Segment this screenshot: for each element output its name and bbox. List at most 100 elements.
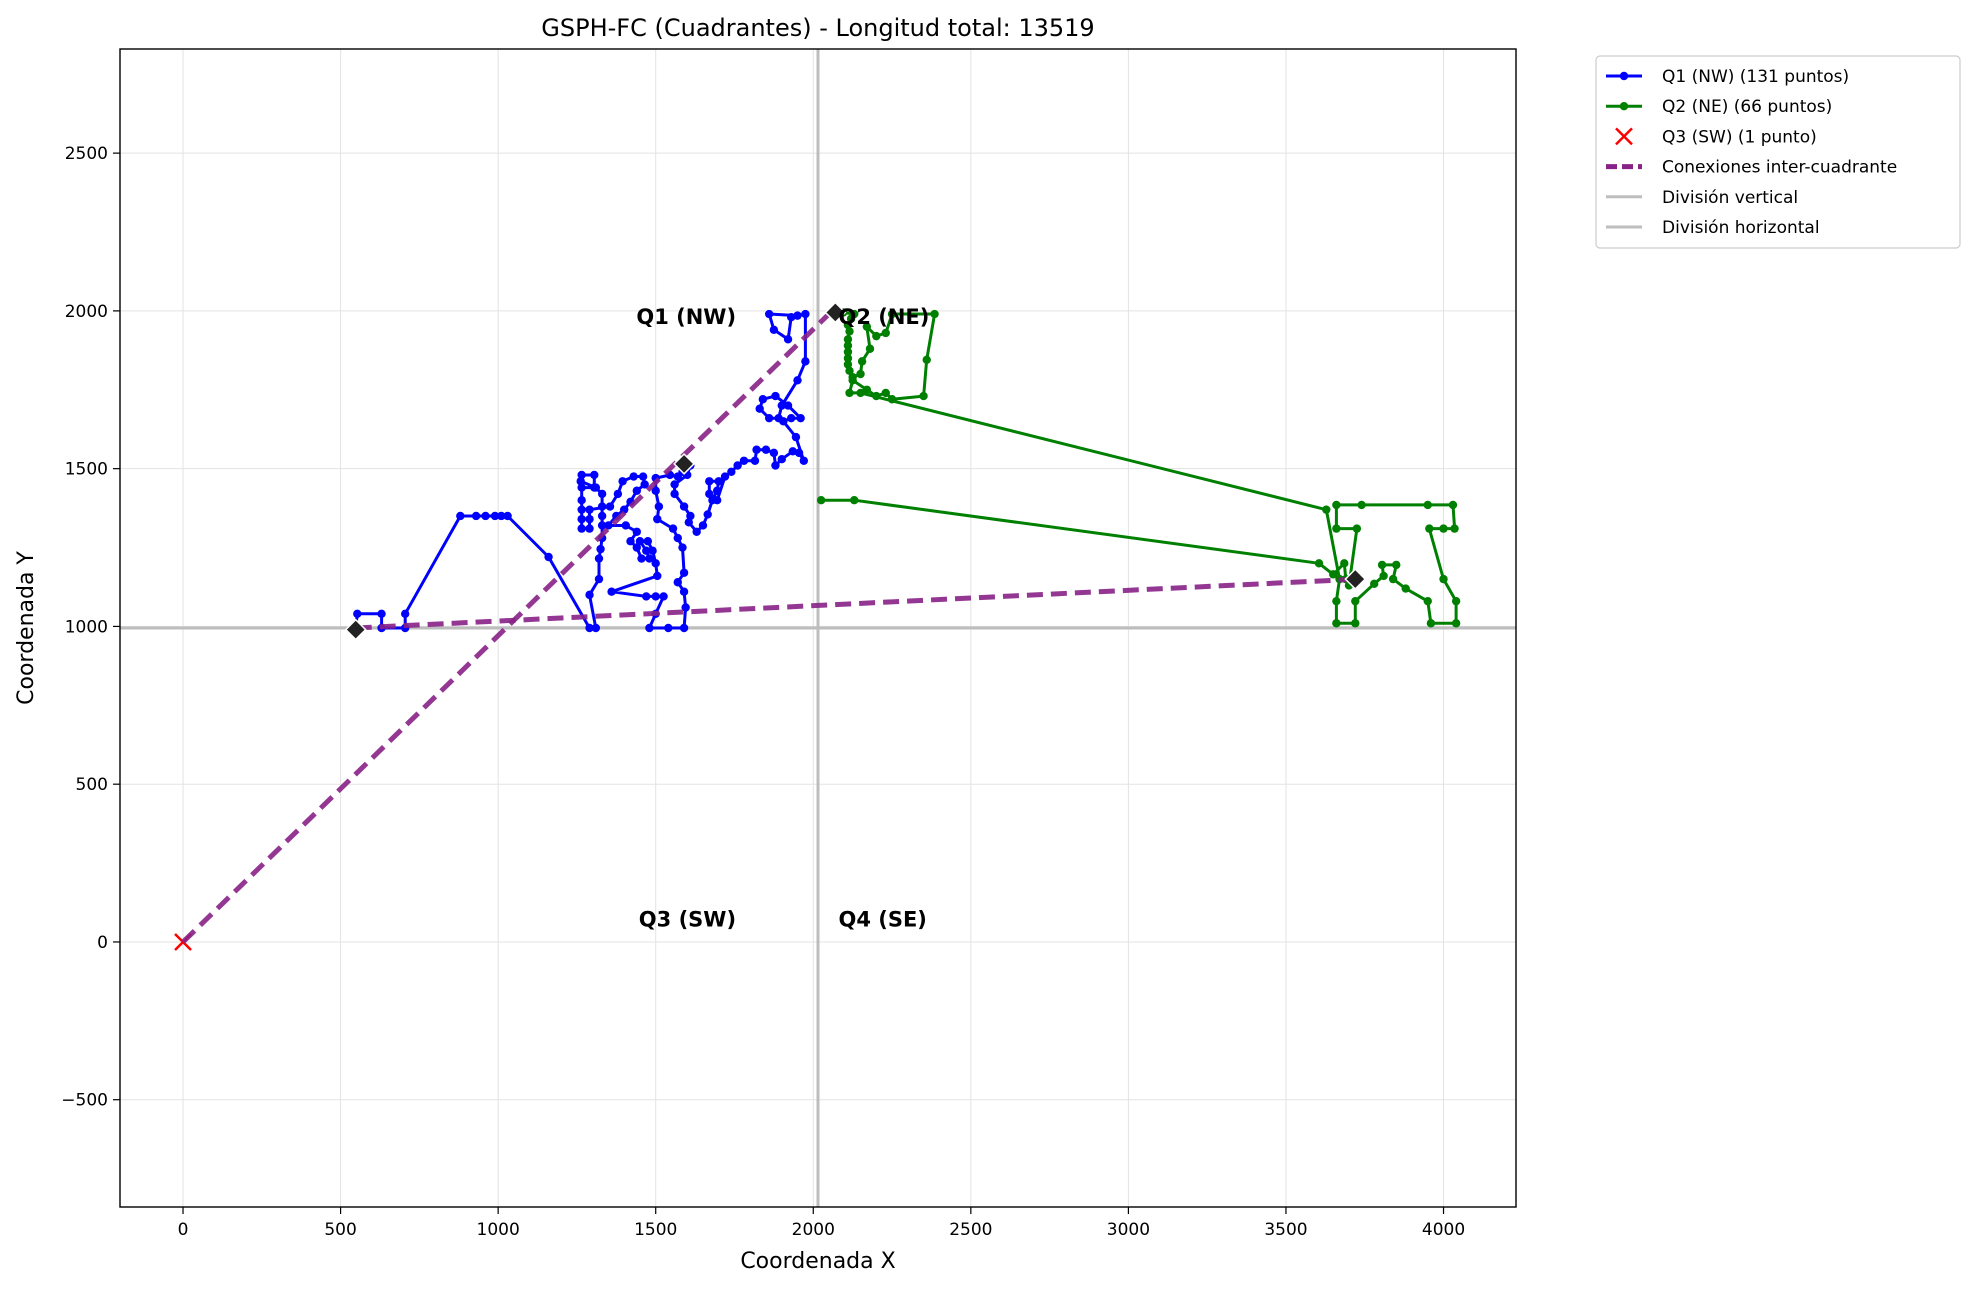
series-1-point bbox=[503, 511, 512, 521]
series-2-point bbox=[887, 395, 897, 404]
series-1-point bbox=[783, 401, 793, 410]
series-1-point bbox=[705, 477, 714, 486]
series-2-point bbox=[845, 327, 854, 336]
x-tick-label: 1500 bbox=[634, 1220, 677, 1240]
series-2-point bbox=[1332, 524, 1341, 533]
series-1-point bbox=[576, 477, 585, 486]
series-2-point bbox=[1451, 619, 1461, 628]
series-1-point bbox=[642, 592, 651, 601]
series-1-point bbox=[577, 524, 586, 533]
series-1-point bbox=[739, 456, 749, 465]
series-1-point bbox=[705, 489, 714, 499]
quadrant-label-2: Q2 (NE) bbox=[838, 305, 929, 329]
series-1-point bbox=[640, 480, 649, 489]
series-1-point bbox=[594, 554, 604, 563]
series-1-point bbox=[684, 518, 693, 527]
series-1-point bbox=[659, 592, 668, 601]
series-1-point bbox=[577, 470, 586, 480]
quadrant-label-3: Q3 (SW) bbox=[639, 908, 736, 932]
series-2-point bbox=[1423, 596, 1432, 606]
series-1-point bbox=[679, 502, 689, 511]
y-tick-label: 2000 bbox=[65, 302, 108, 322]
series-1-point bbox=[497, 511, 506, 521]
y-tick-label: 0 bbox=[97, 933, 108, 953]
series-2-point bbox=[1426, 619, 1436, 628]
series-1-point bbox=[632, 543, 642, 552]
series-1-point bbox=[679, 623, 689, 633]
series-2-point bbox=[1425, 524, 1434, 533]
y-tick-label: 2500 bbox=[65, 144, 108, 164]
series-1-point bbox=[577, 496, 586, 505]
series-2-point bbox=[1450, 524, 1459, 533]
series-1-point bbox=[714, 477, 723, 486]
series-2-point bbox=[919, 391, 928, 401]
series-1-point bbox=[456, 511, 465, 521]
series-1-point bbox=[758, 395, 768, 404]
series-1-point bbox=[651, 592, 660, 601]
x-tick-label: 0 bbox=[178, 1220, 189, 1240]
series-1-point bbox=[635, 537, 645, 546]
series-1-point bbox=[618, 477, 627, 486]
series-1-point bbox=[771, 461, 780, 470]
series-2-point bbox=[843, 354, 853, 363]
series-2-point bbox=[865, 344, 875, 353]
series-2-point bbox=[881, 328, 890, 338]
series-1-point bbox=[678, 543, 687, 552]
series-1-point bbox=[607, 587, 616, 596]
quadrant-label-4: Q4 (SE) bbox=[838, 908, 926, 932]
series-2-point bbox=[850, 496, 859, 505]
series-1-point bbox=[597, 489, 607, 499]
legend-label: Conexiones inter-cuadrante bbox=[1662, 158, 1897, 178]
series-1-point bbox=[651, 486, 660, 495]
series-2-point bbox=[843, 335, 853, 344]
series-2-point bbox=[1423, 500, 1432, 510]
series-1-point bbox=[490, 511, 500, 521]
series-1-point bbox=[679, 568, 689, 577]
x-tick-label: 2500 bbox=[949, 1220, 992, 1240]
series-2-point bbox=[922, 355, 931, 364]
series-1-point bbox=[590, 483, 599, 492]
series-2-point bbox=[1369, 579, 1379, 589]
tick-layer: 0 500 1000 1500 2000 2500 3000 3500 4000 −500 0 500… bbox=[61, 144, 1465, 1240]
series-1-point bbox=[787, 413, 796, 423]
y-tick-label: −500 bbox=[61, 1091, 108, 1111]
x-tick-label: 500 bbox=[324, 1220, 356, 1240]
series-1-point bbox=[686, 511, 695, 521]
series-1-point bbox=[668, 524, 678, 533]
x-tick-label: 1000 bbox=[477, 1220, 520, 1240]
series-1-point bbox=[791, 432, 801, 442]
legend: Q1 (NW) (131 puntos) Q2 (NE) (66 puntos) Q… bbox=[1595, 55, 1961, 249]
series-1-point bbox=[577, 514, 586, 524]
series-1-point bbox=[648, 546, 657, 555]
series-2-point bbox=[1439, 524, 1448, 533]
series-1-point bbox=[585, 524, 594, 533]
series-2-point bbox=[1329, 570, 1338, 579]
series-2-point bbox=[1357, 500, 1366, 510]
series-1-point bbox=[692, 527, 701, 536]
plot-frame bbox=[119, 48, 1517, 1208]
connection-layer bbox=[181, 301, 1367, 944]
series-1-point bbox=[594, 574, 604, 584]
series-2-point bbox=[1392, 560, 1401, 570]
series-1-point bbox=[577, 483, 586, 492]
series-1-point bbox=[733, 461, 742, 470]
x-tick-label: 4000 bbox=[1422, 1220, 1465, 1240]
legend-entry-6: División horizontal bbox=[1606, 218, 1820, 238]
series-1-point bbox=[681, 603, 690, 612]
series-1-point bbox=[787, 313, 796, 322]
endpoint-square-marker bbox=[824, 301, 847, 324]
series-1-point bbox=[632, 527, 642, 536]
series-2-point bbox=[1351, 596, 1360, 606]
series-2-point bbox=[1388, 574, 1398, 584]
series-1-point bbox=[590, 470, 599, 480]
series-2-point bbox=[856, 369, 865, 379]
series-2-point bbox=[1448, 500, 1458, 510]
series-1-point bbox=[400, 609, 410, 619]
legend-entry-2: Q2 (NE) (66 puntos) bbox=[1606, 97, 1832, 117]
y-tick-label: 500 bbox=[76, 775, 108, 795]
legend-label: División vertical bbox=[1662, 188, 1798, 208]
series-1-point bbox=[653, 571, 662, 581]
series-1-point bbox=[353, 609, 362, 619]
